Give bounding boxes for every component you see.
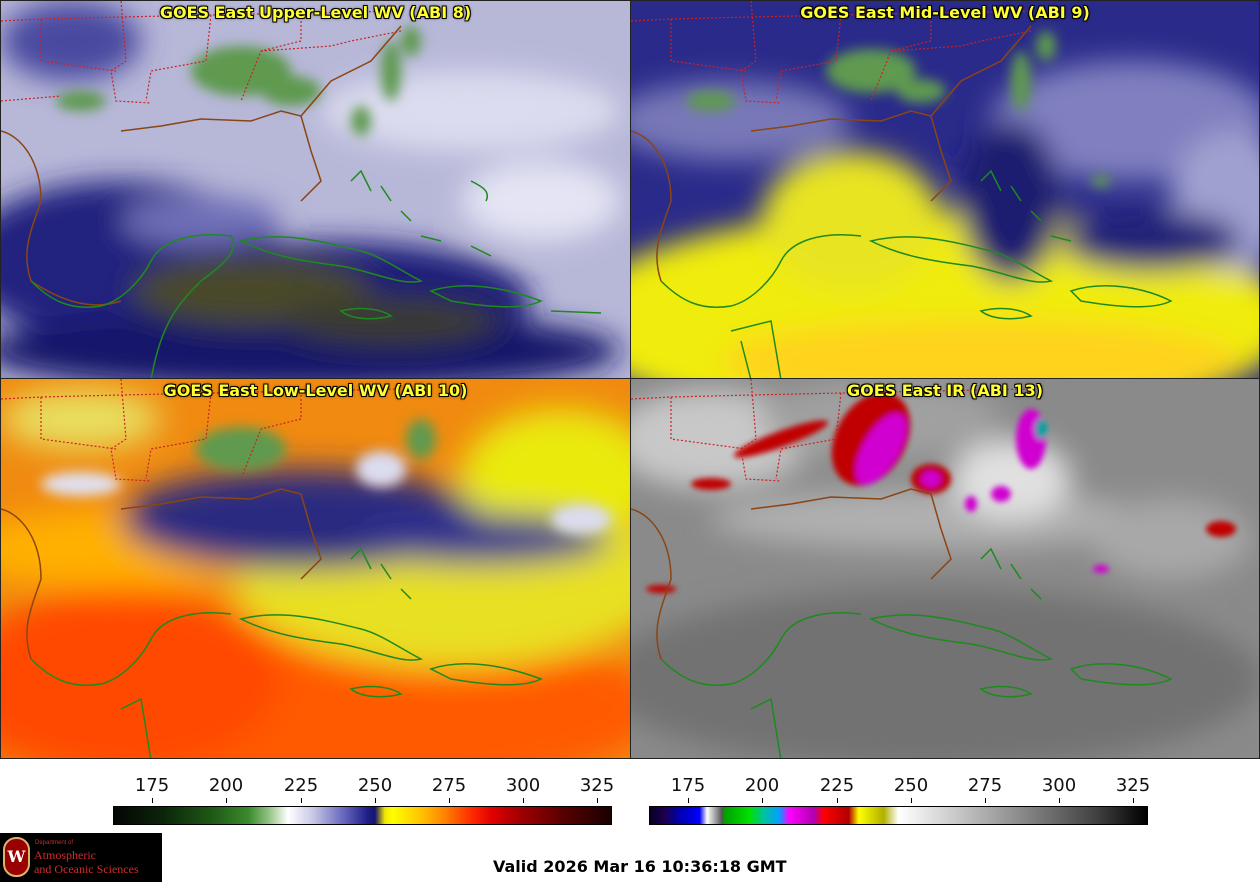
wv-tick-mark	[597, 798, 598, 803]
wv-colorbar	[113, 806, 612, 825]
ir-tick-mark	[1133, 798, 1134, 803]
wv-tick-mark	[375, 798, 376, 803]
low-level-wv-title: GOES East Low-Level WV (ABI 10)	[163, 381, 468, 400]
wv-tick-label: 200	[208, 775, 244, 796]
ir-image	[631, 379, 1259, 758]
low-level-wv-panel: GOES East Low-Level WV (ABI 10)	[0, 378, 631, 759]
mid-level-wv-title: GOES East Mid-Level WV (ABI 9)	[800, 3, 1090, 22]
wv-tick-mark	[226, 798, 227, 803]
ir-tick-mark	[688, 798, 689, 803]
ir-tick-mark	[762, 798, 763, 803]
logo-line-1: Atmospheric	[34, 848, 96, 862]
mid-level-wv-panel: GOES East Mid-Level WV (ABI 9)	[630, 0, 1260, 379]
ir-colorbar-ticks: 175 200 225 250 275 300 325	[649, 775, 1151, 803]
wv-tick-mark	[301, 798, 302, 803]
logo-line-2: and Oceanic Sciences	[34, 862, 139, 876]
ir-tick-label: 175	[670, 775, 706, 796]
uw-seal-icon: W	[3, 837, 30, 877]
wv-tick-label: 300	[505, 775, 541, 796]
ir-colorbar	[649, 806, 1148, 825]
valid-time: Valid 2026 Mar 16 10:36:18 GMT	[493, 857, 787, 876]
ir-tick-mark	[1059, 798, 1060, 803]
ir-title: GOES East IR (ABI 13)	[846, 381, 1044, 400]
logo-department: Department of	[35, 840, 74, 846]
ir-tick-label: 250	[893, 775, 929, 796]
upper-level-wv-panel: GOES East Upper-Level WV (ABI 8)	[0, 0, 631, 379]
wv-tick-label: 250	[357, 775, 393, 796]
wv-tick-mark	[152, 798, 153, 803]
wv-tick-label: 175	[134, 775, 170, 796]
upper-level-wv-image	[1, 1, 630, 378]
wv-colorbar-ticks: 175 200 225 250 275 300 325	[113, 775, 615, 803]
wv-tick-mark	[523, 798, 524, 803]
upper-level-wv-title: GOES East Upper-Level WV (ABI 8)	[159, 3, 472, 22]
ir-tick-label: 225	[819, 775, 855, 796]
ir-tick-mark	[911, 798, 912, 803]
wv-tick-mark	[449, 798, 450, 803]
ir-tick-label: 200	[744, 775, 780, 796]
ir-panel: GOES East IR (ABI 13)	[630, 378, 1260, 759]
ir-tick-label: 275	[967, 775, 1003, 796]
wv-tick-label: 225	[283, 775, 319, 796]
mid-level-wv-image	[631, 1, 1259, 378]
wv-tick-label: 325	[579, 775, 615, 796]
ir-tick-mark	[837, 798, 838, 803]
aos-logo: W Department of Atmospheric and Oceanic …	[0, 833, 162, 882]
low-level-wv-image	[1, 379, 630, 758]
ir-tick-label: 300	[1041, 775, 1077, 796]
ir-tick-label: 325	[1115, 775, 1151, 796]
wv-tick-label: 275	[431, 775, 467, 796]
ir-tick-mark	[985, 798, 986, 803]
